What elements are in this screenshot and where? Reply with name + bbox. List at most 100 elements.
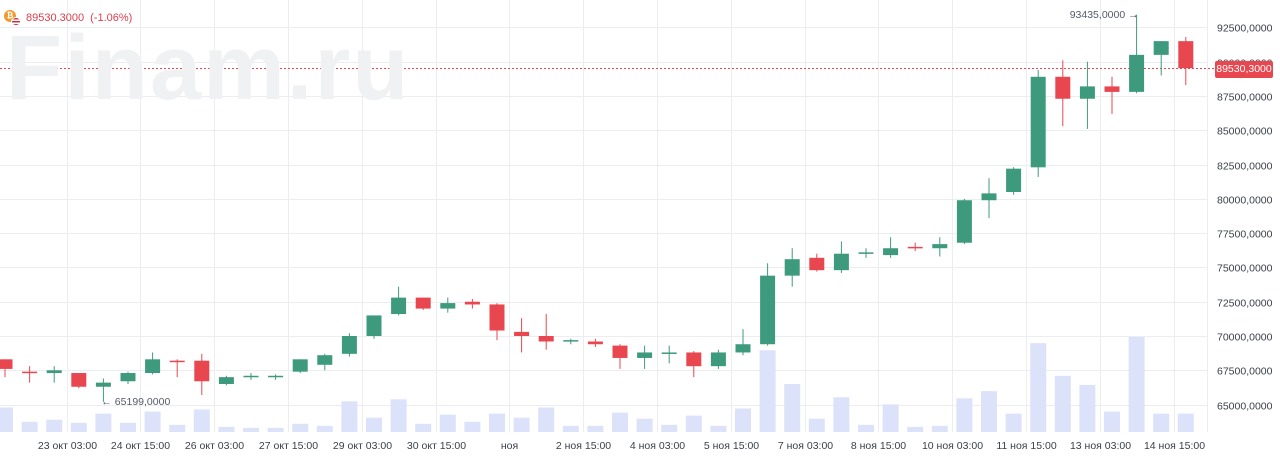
time-axis[interactable]: 23 окт 03:00 24 окт 15:00 26 окт 03:00 27 о… xyxy=(38,440,1205,452)
price-tick-label: 77500,0000 xyxy=(1217,229,1273,241)
candle-body xyxy=(0,359,13,369)
price-tick-label: 82500,0000 xyxy=(1217,161,1273,173)
candle-body xyxy=(145,359,161,374)
candle xyxy=(243,373,259,380)
time-tick-label: 29 окт 03:00 xyxy=(333,440,392,452)
candle xyxy=(46,366,62,383)
price-tick-label: 80000,0000 xyxy=(1217,195,1273,207)
candle-body xyxy=(883,248,899,256)
volume-bar xyxy=(907,426,924,432)
volume-bar xyxy=(562,425,579,432)
candle xyxy=(22,366,38,383)
volume-bar xyxy=(956,398,973,432)
candle xyxy=(268,374,284,380)
candle xyxy=(956,198,972,245)
candle-body xyxy=(169,360,185,363)
header-price: 89530.3000 xyxy=(26,12,85,24)
candle-body xyxy=(833,253,849,271)
volume-bar xyxy=(882,404,899,432)
candle-body xyxy=(661,352,677,354)
volume-bar xyxy=(735,408,751,432)
candle xyxy=(710,349,726,369)
candle-body xyxy=(1129,54,1145,92)
candle-body xyxy=(292,359,308,372)
time-tick-label: 7 ноя 03:00 xyxy=(778,440,833,452)
candle xyxy=(169,359,185,378)
volume-bar xyxy=(169,424,186,432)
volume-bar xyxy=(120,422,136,432)
candle-body xyxy=(538,336,554,342)
time-tick-label: 27 окт 15:00 xyxy=(259,440,318,452)
candle xyxy=(489,303,505,341)
volume-bar xyxy=(538,407,555,432)
price-tick-label: 75000,0000 xyxy=(1217,263,1273,275)
candle-body xyxy=(735,344,751,353)
volume-bar xyxy=(661,424,678,432)
candle-body xyxy=(686,352,702,367)
candle-body xyxy=(637,352,653,358)
price-tick-label: 70000,0000 xyxy=(1217,332,1273,344)
candle-body xyxy=(1030,76,1046,168)
candle-body xyxy=(120,373,136,382)
price-axis[interactable]: 92500,000090000,000087500,000085000,0000… xyxy=(1217,23,1273,413)
price-tick-label: 85000,0000 xyxy=(1217,126,1273,138)
header-change: (-1.06%) xyxy=(90,12,133,24)
candle xyxy=(538,314,554,350)
candle-body xyxy=(317,355,333,365)
volume-bar xyxy=(808,418,825,432)
candle xyxy=(145,352,161,375)
volume-bar xyxy=(1030,343,1047,432)
time-tick-label: 10 ноя 03:00 xyxy=(922,440,983,452)
price-tick-label: 67500,0000 xyxy=(1217,366,1273,378)
volume-bar xyxy=(464,421,481,432)
volume-bar xyxy=(612,412,628,432)
candle-body xyxy=(1006,168,1022,192)
candle xyxy=(1006,167,1022,195)
price-tick-label: 87500,0000 xyxy=(1217,92,1273,104)
volume-bar xyxy=(1005,413,1022,432)
volume-bar xyxy=(710,425,727,432)
volume-bar xyxy=(316,425,333,432)
volume-bar xyxy=(46,419,63,432)
volume-bar xyxy=(1079,385,1096,432)
candle-body xyxy=(243,375,259,378)
price-tick-label: 65000,0000 xyxy=(1217,401,1273,413)
candle-body xyxy=(809,257,825,271)
volume-bar xyxy=(636,418,653,432)
volume-bar xyxy=(0,407,13,432)
grid xyxy=(0,0,1208,432)
candle xyxy=(858,248,874,258)
volume-bar xyxy=(366,417,382,432)
time-tick-label: 2 ноя 15:00 xyxy=(556,440,611,452)
candle-body xyxy=(612,345,628,358)
volume-bar xyxy=(1054,375,1071,432)
candle-body xyxy=(22,371,38,374)
volume-bar xyxy=(95,413,112,432)
candle xyxy=(1030,69,1046,177)
candle xyxy=(464,298,480,309)
candle-body xyxy=(1178,41,1194,69)
price-tick-label: 92500,0000 xyxy=(1217,23,1273,35)
candle-body xyxy=(415,297,431,309)
candle-body xyxy=(1153,41,1169,55)
candle xyxy=(341,333,357,357)
instrument-header: ₿ 89530.3000 (-1.06%) xyxy=(4,8,132,28)
candle xyxy=(0,359,13,378)
volume-bar xyxy=(341,401,358,432)
volume-bar xyxy=(784,383,801,432)
candle-body xyxy=(760,275,776,345)
volume-bar xyxy=(587,425,604,432)
candle-body xyxy=(341,336,357,354)
time-tick-label: 13 ноя 03:00 xyxy=(1070,440,1131,452)
candle xyxy=(514,318,530,353)
volume-bar xyxy=(218,426,235,432)
candle-body xyxy=(858,252,874,254)
volume-bar xyxy=(390,399,407,432)
volume-bar xyxy=(685,415,702,432)
bitcoin-usd-icon: ₿ xyxy=(4,10,21,26)
candle xyxy=(809,253,825,272)
candle xyxy=(71,373,87,389)
volume-bars xyxy=(0,337,1194,432)
candle xyxy=(415,297,431,310)
